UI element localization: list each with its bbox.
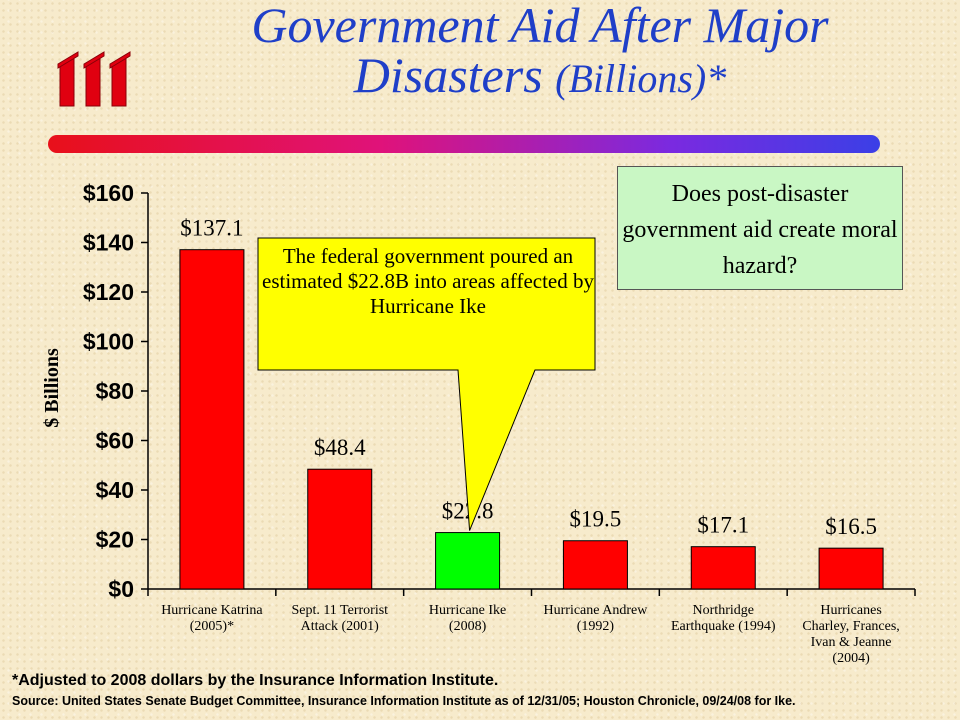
y-tick-label: $120 (83, 279, 134, 305)
data-label: $48.4 (314, 435, 366, 460)
bar (818, 547, 884, 590)
y-tick-label: $140 (83, 230, 134, 256)
category-label: Hurricane Ike (429, 603, 506, 618)
bar (562, 540, 628, 590)
title-divider-bar (48, 135, 880, 153)
category-label: Earthquake (1994) (671, 619, 776, 634)
y-tick-label: $0 (108, 576, 134, 602)
bar (435, 532, 501, 590)
data-label: $17.1 (697, 513, 749, 538)
category-label: Hurricanes (820, 603, 881, 618)
y-tick-label: $40 (96, 477, 134, 503)
y-tick-label: $60 (96, 428, 134, 454)
category-label: (2005)* (190, 619, 234, 634)
moral-hazard-question-box: Does post-disaster government aid create… (617, 166, 903, 290)
page-title: Government Aid After Major Disasters (Bi… (170, 0, 910, 104)
y-tick-label: $80 (96, 378, 134, 404)
category-label: Hurricane Andrew (544, 603, 649, 618)
category-label: Attack (2001) (301, 619, 379, 634)
category-label: Hurricane Katrina (161, 603, 263, 618)
title-line-2: Disasters (Billions)* (170, 50, 910, 104)
bar (690, 546, 756, 590)
footnote: *Adjusted to 2008 dollars by the Insuran… (12, 672, 499, 689)
y-tick-label: $20 (96, 527, 134, 553)
category-label: Northridge (693, 603, 754, 618)
category-label: (2008) (449, 619, 487, 634)
ike-callout-text: The federal government poured an estimat… (262, 244, 595, 318)
category-label: Ivan & Jeanne (811, 635, 892, 650)
source-note: Source: United States Senate Budget Comm… (12, 694, 796, 708)
category-label: Charley, Frances, (802, 619, 899, 634)
iii-logo (57, 51, 131, 107)
data-label: $19.5 (570, 507, 622, 532)
bar (179, 249, 245, 590)
category-label: Sept. 11 Terrorist (291, 603, 388, 618)
data-label: $137.1 (180, 216, 243, 241)
title-line-1: Government Aid After Major (251, 0, 829, 53)
title-line-2-main: Disasters (353, 47, 556, 103)
y-tick-label: $160 (83, 180, 134, 206)
y-tick-label: $100 (83, 329, 134, 355)
bar (307, 468, 373, 590)
ike-callout-bubble (257, 237, 596, 531)
category-label: (1992) (577, 619, 615, 634)
y-axis-label: $ Billions (41, 348, 63, 428)
data-label: $16.5 (825, 514, 877, 539)
category-label: (2004) (832, 651, 870, 666)
title-line-2-sub: (Billions)* (555, 56, 727, 101)
